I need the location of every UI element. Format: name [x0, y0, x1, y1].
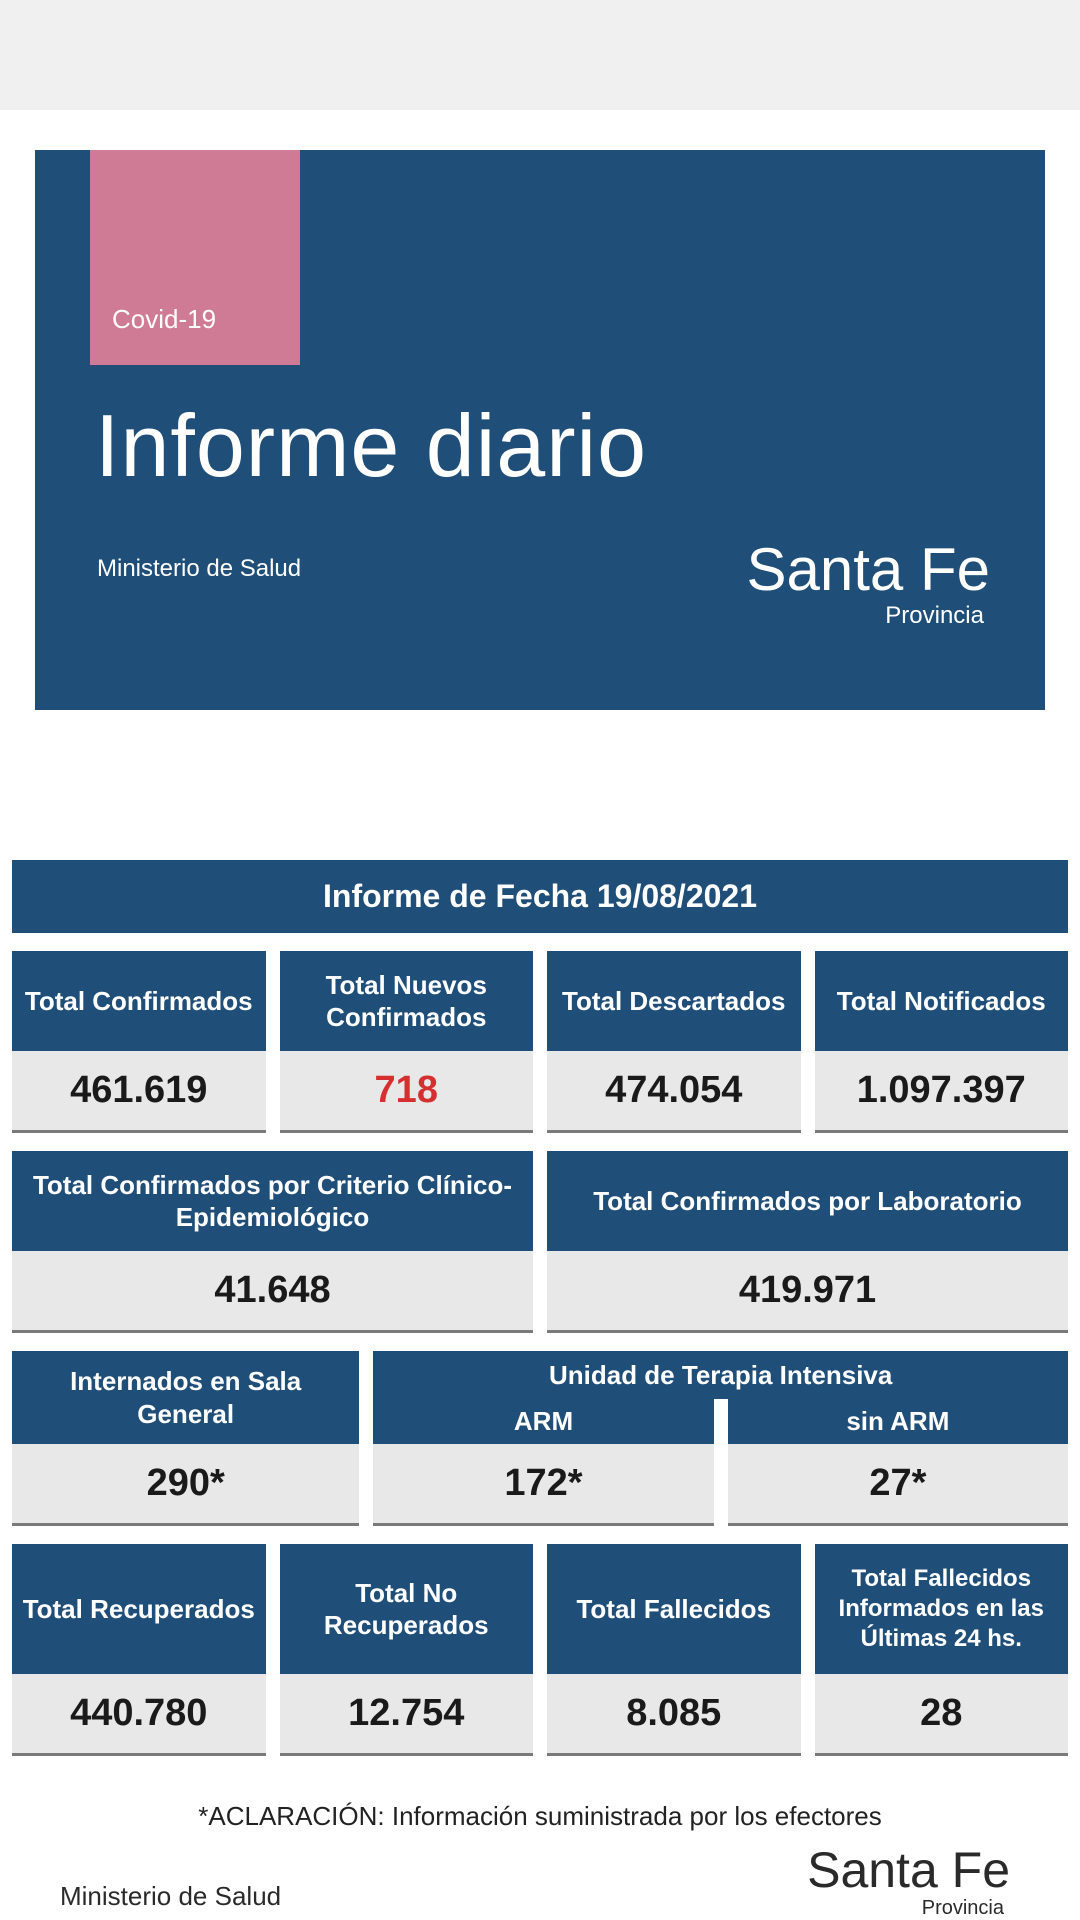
hero-banner: Covid-19 Informe diario Ministerio de Sa…: [35, 150, 1045, 710]
value-recuperados: 440.780: [12, 1674, 266, 1756]
value-arm: 172*: [373, 1444, 713, 1526]
brand-hero: Santa Fe Provincia: [747, 540, 991, 630]
label-criterio-clinico: Total Confirmados por Criterio Clínico-E…: [12, 1151, 533, 1251]
top-gray-band: [0, 0, 1080, 110]
report-content: Covid-19 Informe diario Ministerio de Sa…: [0, 150, 1080, 1832]
stats-row-hospitalized: Internados en Sala General 290* Unidad d…: [12, 1351, 1068, 1526]
label-arm: ARM: [373, 1399, 713, 1444]
value-laboratorio: 419.971: [547, 1251, 1068, 1333]
stats-row-totals: Total Confirmados 461.619 Total Nuevos C…: [12, 951, 1068, 1133]
brand-sub: Provincia: [747, 602, 991, 630]
footer-ministry: Ministerio de Salud: [60, 1881, 281, 1920]
stats-grid: Total Confirmados 461.619 Total Nuevos C…: [0, 951, 1080, 1756]
covid-tag: Covid-19: [90, 150, 300, 365]
value-fallecidos: 8.085: [547, 1674, 801, 1756]
value-sala-general: 290*: [12, 1444, 359, 1526]
stats-row-criteria: Total Confirmados por Criterio Clínico-E…: [12, 1151, 1068, 1333]
covid-tag-label: Covid-19: [112, 304, 216, 335]
label-total-confirmados: Total Confirmados: [12, 951, 266, 1051]
label-laboratorio: Total Confirmados por Laboratorio: [547, 1151, 1068, 1251]
value-sin-arm: 27*: [728, 1444, 1068, 1526]
report-title: Informe diario: [95, 395, 647, 497]
label-descartados: Total Descartados: [547, 951, 801, 1051]
footer-brand: Santa Fe Provincia: [807, 1845, 1010, 1920]
value-nuevos-confirmados: 718: [280, 1051, 534, 1133]
label-nuevos-confirmados: Total Nuevos Confirmados: [280, 951, 534, 1051]
value-descartados: 474.054: [547, 1051, 801, 1133]
page-footer: Ministerio de Salud Santa Fe Provincia: [0, 1845, 1080, 1920]
value-total-confirmados: 461.619: [12, 1051, 266, 1133]
value-criterio-clinico: 41.648: [12, 1251, 533, 1333]
ministry-label: Ministerio de Salud: [97, 555, 301, 583]
footnote: *ACLARACIÓN: Información suministrada po…: [0, 1801, 1080, 1832]
value-fallecidos-24h: 28: [815, 1674, 1069, 1756]
label-no-recuperados: Total No Recuperados: [280, 1544, 534, 1674]
date-banner: Informe de Fecha 19/08/2021: [12, 860, 1068, 933]
label-notificados: Total Notificados: [815, 951, 1069, 1051]
label-sin-arm: sin ARM: [728, 1399, 1068, 1444]
label-uti: Unidad de Terapia Intensiva: [373, 1351, 1068, 1399]
footer-brand-main: Santa Fe: [807, 1845, 1010, 1895]
label-fallecidos: Total Fallecidos: [547, 1544, 801, 1674]
value-no-recuperados: 12.754: [280, 1674, 534, 1756]
footer-brand-sub: Provincia: [807, 1897, 1010, 1920]
label-recuperados: Total Recuperados: [12, 1544, 266, 1674]
value-notificados: 1.097.397: [815, 1051, 1069, 1133]
label-fallecidos-24h: Total Fallecidos Informados en las Últim…: [815, 1544, 1069, 1674]
stats-row-outcomes: Total Recuperados 440.780 Total No Recup…: [12, 1544, 1068, 1756]
brand-main: Santa Fe: [747, 540, 991, 600]
label-sala-general: Internados en Sala General: [12, 1351, 359, 1444]
